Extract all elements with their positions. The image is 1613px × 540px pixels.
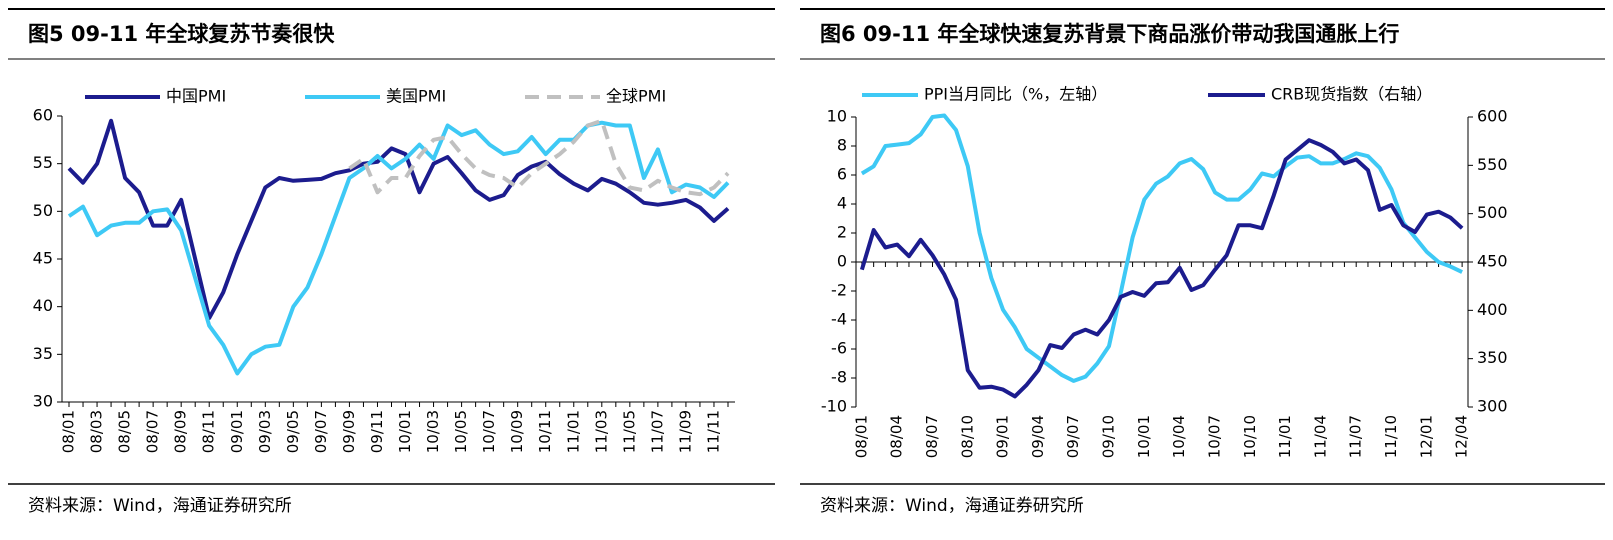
chart-title: 图5 09-11 年全球复苏节奏很快 bbox=[28, 22, 335, 46]
legend-label: 全球PMI bbox=[606, 87, 666, 106]
legend-label: 中国PMI bbox=[166, 87, 226, 106]
legend-label: 美国PMI bbox=[386, 87, 446, 106]
x-tick-label: 11/01 bbox=[1276, 415, 1294, 458]
x-tick-label: 11/09 bbox=[676, 410, 694, 453]
y2-tick-label: 350 bbox=[1477, 348, 1508, 367]
y2-tick-label: 300 bbox=[1477, 397, 1508, 416]
y-tick-label: -4 bbox=[831, 310, 847, 329]
x-tick-label: 11/01 bbox=[564, 410, 582, 453]
x-tick-label: 09/11 bbox=[368, 410, 386, 453]
x-tick-label: 08/07 bbox=[144, 410, 162, 453]
y-tick-label: -10 bbox=[821, 397, 847, 416]
source-note: 资料来源：Wind，海通证券研究所 bbox=[820, 496, 1084, 516]
series-line bbox=[348, 118, 730, 197]
x-tick-label: 09/01 bbox=[228, 410, 246, 453]
y2-tick-label: 600 bbox=[1477, 107, 1508, 126]
y-tick-label: 35 bbox=[33, 344, 53, 363]
y-tick-label: -2 bbox=[831, 281, 847, 300]
x-tick-label: 12/01 bbox=[1417, 415, 1435, 458]
x-tick-label: 10/09 bbox=[508, 410, 526, 453]
y-tick-label: 0 bbox=[837, 252, 847, 271]
x-tick-label: 08/04 bbox=[888, 415, 906, 458]
y2-tick-label: 400 bbox=[1477, 300, 1508, 319]
x-tick-label: 08/03 bbox=[88, 410, 106, 453]
x-tick-label: 10/04 bbox=[1170, 415, 1188, 458]
y-tick-label: 10 bbox=[827, 107, 847, 126]
x-tick-label: 11/07 bbox=[648, 410, 666, 453]
legend-label: PPI当月同比（%，左轴） bbox=[924, 85, 1107, 104]
x-tick-label: 10/07 bbox=[480, 410, 498, 453]
x-tick-label: 11/04 bbox=[1311, 415, 1329, 458]
legend-label: CRB现货指数（右轴） bbox=[1271, 85, 1432, 104]
x-tick-label: 08/01 bbox=[60, 410, 78, 453]
x-tick-label: 10/01 bbox=[1135, 415, 1153, 458]
y-tick-label: 40 bbox=[33, 296, 53, 315]
y2-tick-label: 500 bbox=[1477, 203, 1508, 222]
x-tick-label: 08/10 bbox=[958, 415, 976, 458]
x-tick-label: 11/05 bbox=[620, 410, 638, 453]
x-tick-label: 09/05 bbox=[284, 410, 302, 453]
x-tick-label: 09/07 bbox=[1064, 415, 1082, 458]
series-line bbox=[860, 113, 1463, 383]
x-tick-label: 10/05 bbox=[452, 410, 470, 453]
x-tick-label: 10/03 bbox=[424, 410, 442, 453]
x-tick-label: 11/03 bbox=[592, 410, 610, 453]
x-tick-label: 09/07 bbox=[312, 410, 330, 453]
x-tick-label: 11/10 bbox=[1382, 415, 1400, 458]
x-tick-label: 08/01 bbox=[852, 415, 870, 458]
y-tick-label: 50 bbox=[33, 201, 53, 220]
x-tick-label: 08/07 bbox=[923, 415, 941, 458]
x-tick-label: 10/10 bbox=[1241, 415, 1259, 458]
x-tick-label: 09/03 bbox=[256, 410, 274, 453]
y-tick-label: 60 bbox=[33, 106, 53, 125]
y-tick-label: -8 bbox=[831, 368, 847, 387]
x-tick-label: 09/04 bbox=[1029, 415, 1047, 458]
x-tick-label: 11/07 bbox=[1347, 415, 1365, 458]
y-tick-label: 30 bbox=[33, 392, 53, 411]
chart-title: 图6 09-11 年全球快速复苏背景下商品涨价带动我国通胀上行 bbox=[820, 22, 1399, 46]
x-tick-label: 09/09 bbox=[340, 410, 358, 453]
source-note: 资料来源：Wind，海通证券研究所 bbox=[28, 496, 292, 516]
x-tick-label: 10/01 bbox=[396, 410, 414, 453]
series-line bbox=[67, 118, 730, 321]
y2-tick-label: 550 bbox=[1477, 155, 1508, 174]
y-tick-label: 4 bbox=[837, 194, 847, 213]
series-line bbox=[67, 120, 730, 376]
x-tick-label: 08/05 bbox=[116, 410, 134, 453]
y-tick-label: -6 bbox=[831, 339, 847, 358]
y-tick-label: 55 bbox=[33, 153, 53, 172]
y-tick-label: 8 bbox=[837, 136, 847, 155]
x-tick-label: 12/04 bbox=[1453, 415, 1471, 458]
x-tick-label: 08/09 bbox=[172, 410, 190, 453]
x-tick-label: 09/10 bbox=[1100, 415, 1118, 458]
x-tick-label: 11/11 bbox=[704, 410, 722, 453]
x-tick-label: 08/11 bbox=[200, 410, 218, 453]
y-tick-label: 6 bbox=[837, 165, 847, 184]
x-tick-label: 10/07 bbox=[1205, 415, 1223, 458]
y-tick-label: 45 bbox=[33, 249, 53, 268]
y2-tick-label: 450 bbox=[1477, 252, 1508, 271]
series-line bbox=[859, 138, 1464, 399]
y-tick-label: 2 bbox=[837, 223, 847, 242]
x-tick-label: 10/11 bbox=[536, 410, 554, 453]
x-tick-label: 09/01 bbox=[994, 415, 1012, 458]
